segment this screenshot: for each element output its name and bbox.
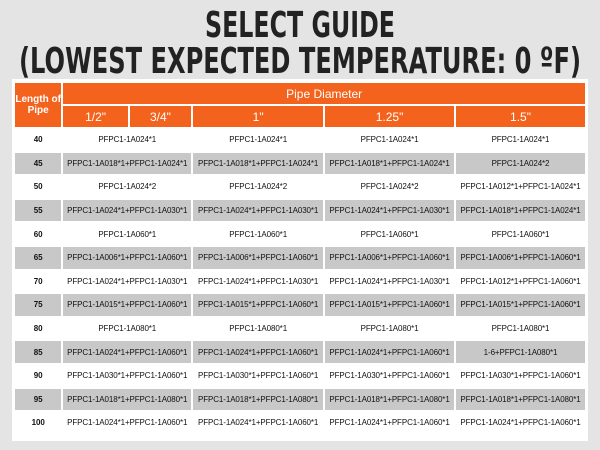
title-block: SELECT GUIDE (LOWEST EXPECTED TEMPERATUR… bbox=[19, 5, 581, 78]
model-cell: PFPC1-1A024*1 bbox=[98, 135, 157, 145]
model-cell: PFPC1-1A080*1 bbox=[360, 324, 419, 334]
model-cell: PFPC1-1A024*1+PFPC1-1A030*1 bbox=[198, 276, 319, 286]
table-row: 75 PFPC1-1A015*1+PFPC1-1A060*1 PFPC1-1A015… bbox=[15, 294, 585, 316]
table-row: 80 PFPC1-1A080*1 PFPC1-1A080*1 PFPC1-1A080*… bbox=[15, 318, 585, 340]
length-cell: 100 bbox=[31, 418, 45, 428]
table-row: 55 PFPC1-1A024*1+PFPC1-1A030*1 PFPC1-1A024… bbox=[15, 199, 585, 222]
length-cell: 40 bbox=[33, 135, 43, 145]
model-cell: 1-6+PFPC1-1A080*1 bbox=[456, 341, 585, 363]
table-row: 60 PFPC1-1A060*1 PFPC1-1A060*1 PFPC1-1A060*… bbox=[15, 223, 585, 245]
table-row: 65 PFPC1-1A006*1+PFPC1-1A060*1 PFPC1-1A006… bbox=[15, 246, 585, 269]
model-cell: PFPC1-1A080*1 bbox=[229, 324, 288, 334]
diameter-header: 3/4" bbox=[129, 106, 192, 127]
model-cell: PFPC1-1A024*1+PFPC1-1A030*1 bbox=[193, 199, 324, 222]
length-cell: 95 bbox=[15, 388, 62, 411]
model-cell: PFPC1-1A024*1+PFPC1-1A030*1 bbox=[329, 276, 450, 286]
diameter-header: 1" bbox=[193, 106, 324, 127]
length-cell: 50 bbox=[33, 182, 43, 192]
model-cell: PFPC1-1A024*1 bbox=[491, 135, 550, 145]
model-cell: PFPC1-1A024*1 bbox=[360, 135, 419, 145]
model-cell: PFPC1-1A006*1+PFPC1-1A060*1 bbox=[456, 246, 585, 269]
model-cell: PFPC1-1A018*1+PFPC1-1A024*1 bbox=[63, 152, 192, 175]
model-cell: PFPC1-1A024*1+PFPC1-1A060*1 bbox=[193, 341, 324, 363]
title-text: SELECT GUIDE bbox=[205, 5, 395, 46]
model-cell: PFPC1-1A015*1+PFPC1-1A060*1 bbox=[63, 294, 192, 316]
model-cell: PFPC1-1A024*1+PFPC1-1A030*1 bbox=[325, 199, 454, 222]
model-cell: PFPC1-1A030*1+PFPC1-1A060*1 bbox=[198, 371, 319, 381]
diameter-header: 1.5" bbox=[456, 106, 585, 127]
model-cell: PFPC1-1A018*1+PFPC1-1A080*1 bbox=[63, 388, 192, 411]
diameter-header: 1.25" bbox=[325, 106, 454, 127]
table-row: 45 PFPC1-1A018*1+PFPC1-1A024*1 PFPC1-1A018… bbox=[15, 152, 585, 175]
model-cell: PFPC1-1A024*1+PFPC1-1A060*1 bbox=[325, 341, 454, 363]
model-cell: PFPC1-1A024*1+PFPC1-1A060*1 bbox=[198, 418, 319, 428]
model-cell: PFPC1-1A006*1+PFPC1-1A060*1 bbox=[193, 246, 324, 269]
model-cell: PFPC1-1A060*1 bbox=[360, 229, 419, 239]
model-cell: PFPC1-1A024*1+PFPC1-1A060*1 bbox=[329, 418, 450, 428]
model-cell: PFPC1-1A060*1 bbox=[491, 229, 550, 239]
length-of-pipe-header: Length of Pipe bbox=[15, 83, 62, 127]
table-row: 85 PFPC1-1A024*1+PFPC1-1A060*1 PFPC1-1A024… bbox=[15, 341, 585, 363]
model-cell: PFPC1-1A024*2 bbox=[456, 152, 585, 175]
select-guide-table: Length of Pipe Pipe Diameter 1/2" 3/4" 1… bbox=[13, 81, 587, 436]
length-cell: 80 bbox=[33, 324, 43, 334]
table-row: 95 PFPC1-1A018*1+PFPC1-1A080*1 PFPC1-1A018… bbox=[15, 388, 585, 411]
length-cell: 60 bbox=[33, 229, 43, 239]
pipe-diameter-header: Pipe Diameter bbox=[63, 83, 585, 104]
model-cell: PFPC1-1A030*1+PFPC1-1A060*1 bbox=[67, 371, 188, 381]
model-cell: PFPC1-1A030*1+PFPC1-1A060*1 bbox=[329, 371, 450, 381]
model-cell: PFPC1-1A024*1+PFPC1-1A030*1 bbox=[67, 276, 188, 286]
model-cell: PFPC1-1A024*1+PFPC1-1A060*1 bbox=[67, 418, 188, 428]
model-cell: PFPC1-1A006*1+PFPC1-1A060*1 bbox=[325, 246, 454, 269]
length-cell: 75 bbox=[15, 294, 62, 316]
table-row: 40 PFPC1-1A024*1 PFPC1-1A024*1 PFPC1-1A024*… bbox=[15, 129, 585, 151]
model-cell: PFPC1-1A030*1+PFPC1-1A060*1 bbox=[460, 371, 581, 381]
diameter-header: 1/2" bbox=[63, 106, 128, 127]
model-cell: PFPC1-1A024*1+PFPC1-1A060*1 bbox=[460, 418, 581, 428]
table-row: 90 PFPC1-1A030*1+PFPC1-1A060*1 PFPC1-1A030… bbox=[15, 365, 585, 387]
subtitle-text: (LOWEST EXPECTED TEMPERATURE: 0 ºF) bbox=[19, 41, 581, 78]
length-cell: 90 bbox=[33, 371, 43, 381]
model-cell: PFPC1-1A024*2 bbox=[98, 182, 157, 192]
model-cell: PFPC1-1A018*1+PFPC1-1A024*1 bbox=[456, 199, 585, 222]
model-cell: PFPC1-1A018*1+PFPC1-1A080*1 bbox=[193, 388, 324, 411]
model-cell: PFPC1-1A080*1 bbox=[98, 324, 157, 334]
model-cell: PFPC1-1A024*2 bbox=[360, 182, 419, 192]
length-cell: 45 bbox=[15, 152, 62, 175]
model-cell: PFPC1-1A015*1+PFPC1-1A060*1 bbox=[456, 294, 585, 316]
model-cell: PFPC1-1A015*1+PFPC1-1A060*1 bbox=[193, 294, 324, 316]
table-row: 70 PFPC1-1A024*1+PFPC1-1A030*1 PFPC1-1A024… bbox=[15, 271, 585, 293]
model-cell: PFPC1-1A006*1+PFPC1-1A060*1 bbox=[63, 246, 192, 269]
model-cell: PFPC1-1A015*1+PFPC1-1A060*1 bbox=[325, 294, 454, 316]
length-cell: 55 bbox=[15, 199, 62, 222]
model-cell: PFPC1-1A018*1+PFPC1-1A080*1 bbox=[325, 388, 454, 411]
model-cell: PFPC1-1A012*1+PFPC1-1A060*1 bbox=[460, 276, 581, 286]
model-cell: PFPC1-1A024*2 bbox=[229, 182, 288, 192]
model-cell: PFPC1-1A024*1+PFPC1-1A030*1 bbox=[63, 199, 192, 222]
model-cell: PFPC1-1A018*1+PFPC1-1A024*1 bbox=[325, 152, 454, 175]
select-guide-table-panel: Length of Pipe Pipe Diameter 1/2" 3/4" 1… bbox=[12, 79, 588, 441]
model-cell: PFPC1-1A024*1 bbox=[229, 135, 288, 145]
model-cell: PFPC1-1A060*1 bbox=[98, 229, 157, 239]
model-cell: PFPC1-1A018*1+PFPC1-1A024*1 bbox=[193, 152, 324, 175]
model-cell: PFPC1-1A018*1+PFPC1-1A080*1 bbox=[456, 388, 585, 411]
length-cell: 70 bbox=[33, 276, 43, 286]
table-row: 100 PFPC1-1A024*1+PFPC1-1A060*1 PFPC1-1A02… bbox=[15, 412, 585, 434]
length-cell: 85 bbox=[15, 341, 62, 363]
model-cell: PFPC1-1A012*1+PFPC1-1A024*1 bbox=[460, 182, 581, 192]
model-cell: PFPC1-1A060*1 bbox=[229, 229, 288, 239]
model-cell: PFPC1-1A024*1+PFPC1-1A060*1 bbox=[63, 341, 192, 363]
length-cell: 65 bbox=[15, 246, 62, 269]
model-cell: PFPC1-1A080*1 bbox=[491, 324, 550, 334]
table-row: 50 PFPC1-1A024*2 PFPC1-1A024*2 PFPC1-1A024*… bbox=[15, 176, 585, 198]
